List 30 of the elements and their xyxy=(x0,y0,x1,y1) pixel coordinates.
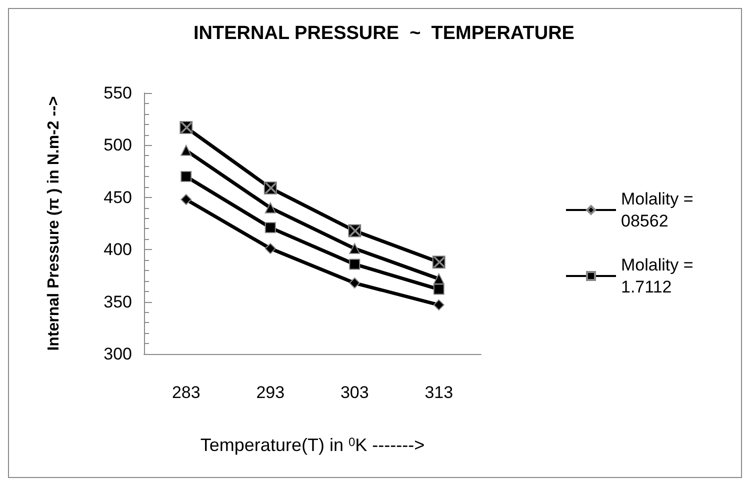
point xyxy=(180,171,192,182)
x-tick-label: 313 xyxy=(424,383,454,402)
legend-label: Molality = 08562 xyxy=(621,190,698,230)
x-tick-label: 283 xyxy=(172,383,200,402)
x-tick-label: 293 xyxy=(256,383,285,402)
legend-label: Molality = 1.7112 xyxy=(621,256,698,296)
y-tick-label: 300 xyxy=(104,344,132,364)
y-tick-label: 450 xyxy=(104,188,132,207)
point xyxy=(180,194,192,205)
point xyxy=(264,243,276,254)
x-tick-label: 303 xyxy=(340,383,369,402)
point xyxy=(349,243,360,254)
point xyxy=(349,278,360,289)
point xyxy=(432,256,446,269)
y-tick-label: 550 xyxy=(104,84,132,102)
y-axis-title: Internal Pressure (π ) in N.m-2 --> xyxy=(46,96,62,351)
point xyxy=(180,120,193,134)
y-tick-label: 350 xyxy=(104,292,132,312)
y-tick-label: 400 xyxy=(104,240,132,260)
point xyxy=(180,144,192,156)
y-tick-label: 500 xyxy=(104,136,132,155)
point xyxy=(433,284,444,295)
point xyxy=(433,273,444,284)
point xyxy=(264,182,277,195)
point xyxy=(349,258,360,270)
point xyxy=(433,299,444,310)
point xyxy=(264,222,276,234)
chart-title: INTERNAL PRESSURE ~ TEMPERATURE xyxy=(194,23,574,44)
point xyxy=(348,224,362,238)
point xyxy=(264,202,276,214)
